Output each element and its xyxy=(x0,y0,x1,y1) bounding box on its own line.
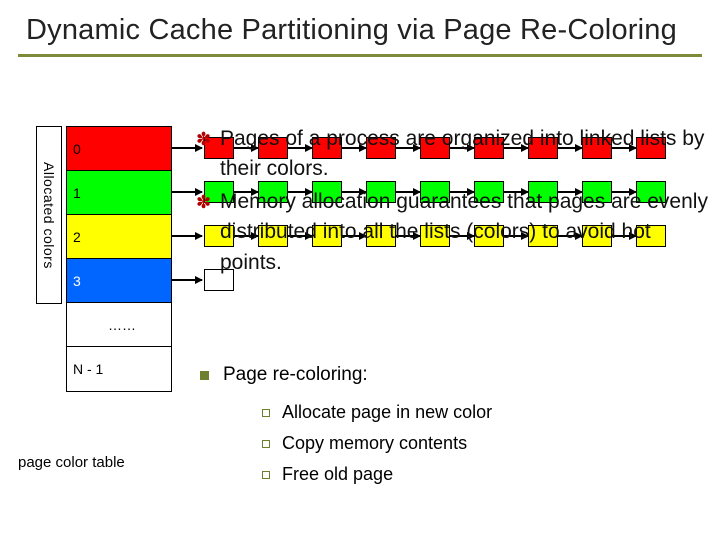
page-color-table: 0123……N - 1 xyxy=(66,126,172,392)
color-row-2: 2 xyxy=(67,215,171,259)
bullet-square-icon xyxy=(200,371,209,380)
allocated-colors-text: Allocated colors xyxy=(41,162,57,269)
bullet-open-square-icon xyxy=(262,409,270,417)
recolor-bullets: Page re-coloring: Allocate page in new c… xyxy=(200,364,492,495)
recolor-head: Page re-coloring: xyxy=(223,364,368,386)
color-row-5: N - 1 xyxy=(67,347,171,391)
recolor-item-2: Free old page xyxy=(282,464,393,485)
overlay-line-0: Pages of a process are organized into li… xyxy=(220,124,712,185)
slide-title: Dynamic Cache Partitioning via Page Re-C… xyxy=(0,0,720,52)
recolor-item-1: Copy memory contents xyxy=(282,433,467,454)
bullet-open-square-icon xyxy=(262,440,270,448)
page-color-table-caption: page color table xyxy=(18,454,125,471)
overlay-line-1: Memory allocation guarantees that pages … xyxy=(220,187,712,278)
title-underline xyxy=(18,54,702,57)
bullet-open-square-icon xyxy=(262,471,270,479)
color-row-1: 1 xyxy=(67,171,171,215)
bullet-icon: ✽ xyxy=(196,187,220,278)
color-row-4: …… xyxy=(67,303,171,347)
recolor-item-0: Allocate page in new color xyxy=(282,402,492,423)
color-row-0: 0 xyxy=(67,127,171,171)
color-row-3: 3 xyxy=(67,259,171,303)
diagram-stage: Allocated colors 0123……N - 1 ✽ Pages of … xyxy=(0,118,720,540)
bullet-icon: ✽ xyxy=(196,124,220,185)
overlay-text: ✽ Pages of a process are organized into … xyxy=(196,124,712,280)
allocated-colors-label: Allocated colors xyxy=(36,126,62,304)
